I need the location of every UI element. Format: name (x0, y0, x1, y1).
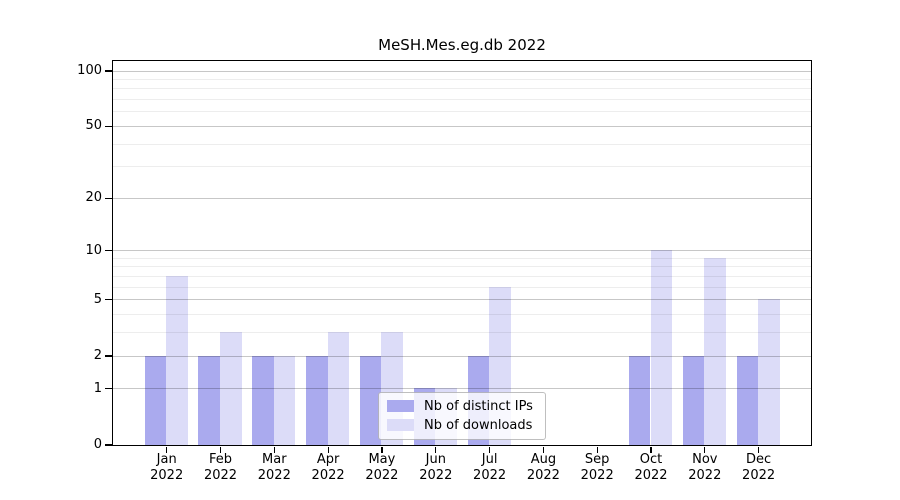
legend: Nb of distinct IPs Nb of downloads (378, 392, 546, 440)
bar-nb-of-downloads-mar (273, 355, 296, 445)
x-tick-mark (219, 446, 222, 453)
gridline-major (112, 299, 811, 301)
y-tick-label: 50 (85, 118, 102, 134)
y-tick-label: 1 (93, 380, 102, 396)
x-tick-label-jun: Jun 2022 (419, 452, 453, 483)
y-tick-label: 10 (85, 242, 102, 258)
chart-title: MeSH.Mes.eg.db 2022 (378, 36, 546, 54)
x-tick-label-jul: Jul 2022 (473, 452, 507, 483)
gridline-major (112, 197, 811, 199)
bar-nb-of-downloads-feb (220, 332, 242, 445)
x-tick-mark (596, 446, 598, 453)
x-tick-label-sep: Sep 2022 (580, 452, 614, 483)
legend-label-distinct-ips: Nb of distinct IPs (424, 398, 533, 414)
legend-label-downloads: Nb of downloads (424, 417, 533, 433)
y-tick-mark (105, 197, 112, 199)
y-tick-mark (105, 444, 112, 446)
bar-nb-of-downloads-oct (650, 250, 673, 445)
x-tick-label-jan: Jan 2022 (150, 452, 184, 483)
bar-nb-of-distinct-ips-mar (252, 355, 274, 445)
legend-swatch-downloads (387, 419, 414, 431)
x-tick-mark (166, 446, 168, 453)
gridline-minor (112, 166, 811, 168)
y-tick-mark (105, 70, 112, 72)
bar-nb-of-distinct-ips-jan (144, 355, 167, 445)
y-tick-label: 20 (85, 190, 102, 206)
gridline-minor (112, 257, 811, 259)
gridline-major (112, 250, 811, 252)
bar-nb-of-distinct-ips-nov (682, 355, 705, 445)
y-tick-mark (105, 250, 112, 252)
gridline-minor (112, 78, 811, 80)
x-tick-label-may: May 2022 (365, 452, 399, 483)
y-tick-mark (105, 355, 112, 357)
y-tick-mark (105, 125, 112, 128)
x-tick-mark (704, 446, 706, 453)
gridline-minor (112, 314, 811, 316)
x-tick-label-apr: Apr 2022 (311, 452, 345, 483)
gridline-minor (112, 99, 811, 101)
x-tick-label-aug: Aug 2022 (526, 452, 560, 483)
x-tick-mark (381, 446, 383, 453)
bar-nb-of-downloads-nov (704, 257, 726, 445)
x-tick-mark (435, 446, 437, 453)
y-tick-label: 2 (93, 348, 102, 363)
gridline-major (112, 388, 811, 390)
x-tick-mark (489, 446, 491, 453)
legend-item-downloads: Nb of downloads (385, 416, 539, 434)
x-tick-mark (650, 446, 652, 453)
gridline-major (112, 125, 811, 127)
x-tick-mark (273, 446, 275, 453)
y-tick-mark (105, 299, 112, 301)
y-tick-label: 0 (93, 437, 102, 452)
gridline-minor (112, 111, 811, 113)
gridline-minor (112, 286, 811, 288)
y-tick-label: 5 (93, 291, 102, 307)
x-tick-mark (542, 446, 545, 453)
x-tick-mark (327, 446, 329, 453)
bar-nb-of-distinct-ips-apr (306, 355, 328, 445)
legend-swatch-distinct-ips (387, 400, 414, 412)
bar-nb-of-downloads-apr (327, 332, 350, 445)
y-tick-mark (105, 388, 112, 390)
bar-nb-of-distinct-ips-oct (628, 355, 651, 445)
gridline-minor (112, 266, 811, 268)
bar-nb-of-downloads-jan (166, 276, 188, 445)
gridline-major (112, 70, 811, 72)
gridline-minor (112, 88, 811, 90)
gridline-minor (112, 276, 811, 277)
y-tick-label: 100 (77, 63, 102, 78)
x-tick-label-nov: Nov 2022 (688, 452, 722, 483)
x-tick-label-mar: Mar 2022 (257, 452, 291, 483)
bar-nb-of-downloads-dec (758, 299, 780, 445)
gridline-major (112, 355, 811, 357)
bar-nb-of-distinct-ips-dec (736, 355, 759, 445)
gridline-minor (112, 143, 811, 145)
bar-nb-of-distinct-ips-feb (198, 355, 220, 445)
legend-item-distinct-ips: Nb of distinct IPs (385, 397, 539, 415)
x-tick-mark (758, 446, 760, 453)
x-tick-label-dec: Dec 2022 (742, 452, 776, 483)
x-tick-label-oct: Oct 2022 (634, 452, 668, 483)
plot-area (111, 59, 812, 446)
x-tick-label-feb: Feb 2022 (203, 452, 238, 483)
gridline-minor (112, 332, 811, 334)
bar-nb-of-distinct-ips-may (359, 355, 382, 445)
